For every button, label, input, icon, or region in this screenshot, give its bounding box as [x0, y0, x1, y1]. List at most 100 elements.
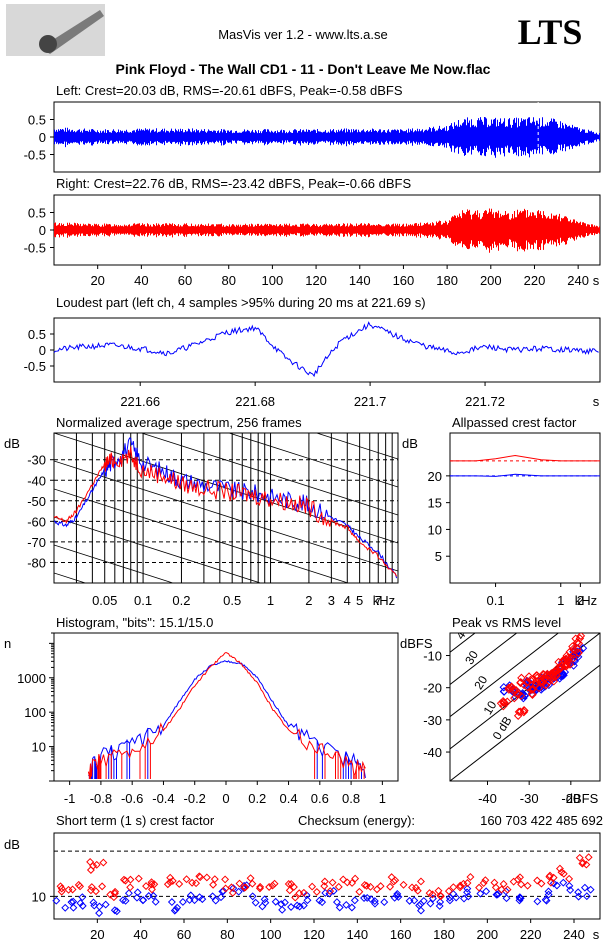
short-term-crest-point — [98, 882, 107, 891]
peak-vs-rms-plot: Peak vs RMS level dBFS 40 30 20 100 dB -10 -20 -… — [400, 615, 601, 806]
right-waveform-plot: Right: Crest=22.76 dB, RMS=-23.42 dBFS, … — [24, 176, 601, 288]
right-waveform-xtick-label: 120 — [305, 273, 327, 288]
short-term-crest-point — [61, 903, 70, 912]
short-term-crest-point — [502, 894, 511, 903]
loudest-part-xunit: s — [593, 394, 600, 409]
short-term-crest-point — [537, 879, 546, 888]
short-term-crest-point — [328, 878, 337, 887]
avg-spectrum-xtick-label: 0.1 — [134, 593, 152, 608]
right-waveform-xtick-label: 240 — [567, 273, 589, 288]
short-term-crest-point — [557, 868, 566, 877]
avg-spectrum-xtick-label: 0.5 — [223, 593, 241, 608]
avg-spectrum-xtick-label: 0.2 — [172, 593, 190, 608]
short-term-crest-point — [280, 898, 289, 907]
histogram-ytick-label: 10 — [32, 740, 46, 755]
avg-spectrum-slope-line — [54, 488, 350, 583]
short-term-crest-point — [221, 884, 230, 893]
allpassed-crest-xtick-label: 1 — [557, 593, 564, 608]
peak-vs-rms-xtick-label: -30 — [520, 791, 539, 806]
peak-vs-rms-diagonal-label: 0 dB — [490, 714, 515, 742]
avg-spectrum-frame — [53, 432, 399, 584]
short-term-crest-point — [435, 901, 444, 910]
short-term-crest-point — [542, 896, 551, 905]
short-term-crest-point — [251, 898, 260, 907]
short-term-crest-point — [291, 893, 300, 902]
short-term-crest-point — [173, 903, 182, 912]
short-term-crest-point — [493, 890, 502, 899]
right-waveform-xtick-label: 80 — [221, 273, 235, 288]
short-term-crest-point — [476, 889, 485, 898]
peak-vs-rms-point — [516, 707, 525, 717]
file-title: Pink Floyd - The Wall CD1 - 11 - Don't L… — [116, 61, 491, 77]
short-term-crest-point — [91, 887, 100, 896]
peak-vs-rms-point — [574, 639, 584, 648]
short-term-crest-point — [209, 880, 218, 889]
avg-spectrum-plot: Normalized average spectrum, 256 frames d… — [4, 415, 399, 608]
peak-vs-rms-point — [527, 685, 536, 694]
peak-vs-rms-point — [538, 678, 548, 687]
short-term-crest-point — [124, 889, 133, 898]
short-term-crest-point — [227, 883, 236, 892]
short-term-crest-point — [355, 887, 364, 896]
loudest-part-xtick-label: 221.66 — [120, 394, 160, 409]
short-term-crest-point — [575, 853, 584, 862]
short-term-crest-point — [255, 884, 264, 893]
short-term-crest-point — [121, 876, 130, 885]
peak-vs-rms-diagonal-label: 40 — [453, 623, 472, 642]
short-term-crest-xtick-label: 60 — [177, 927, 191, 942]
short-term-crest-point — [69, 903, 78, 912]
histogram-xtick-label: 0 — [222, 791, 229, 806]
short-term-crest-point — [69, 897, 78, 906]
avg-spectrum-slope-line — [54, 460, 398, 572]
short-term-crest-point — [464, 892, 473, 901]
short-term-crest-point — [121, 896, 130, 905]
avg-spectrum-ytick-label: -60 — [27, 514, 46, 529]
right-waveform-xtick-label: 40 — [134, 273, 148, 288]
short-term-crest-point — [332, 898, 341, 907]
short-term-crest-point — [343, 878, 352, 887]
short-term-crest-point — [76, 899, 85, 908]
short-term-crest-point — [87, 883, 96, 891]
short-term-crest-point — [320, 882, 329, 891]
avg-spectrum-slope-line — [227, 433, 398, 488]
avg-spectrum-ylabel: dB — [4, 436, 20, 451]
checksum-label: Checksum (energy): — [298, 813, 415, 828]
short-term-crest-point — [320, 877, 329, 886]
peak-vs-rms-point — [536, 677, 546, 687]
peak-vs-rms-point — [532, 671, 542, 680]
allpassed-crest-xtick-label: 0.1 — [487, 593, 505, 608]
short-term-crest-point — [463, 884, 472, 893]
short-term-crest-point — [99, 858, 108, 867]
short-term-crest-point — [186, 891, 195, 900]
peak-vs-rms-ytick-label: -20 — [423, 681, 442, 696]
short-term-crest-point — [78, 893, 87, 902]
short-term-crest-point — [86, 857, 95, 866]
short-term-crest-point — [89, 861, 98, 870]
avg-spectrum-series-1 — [54, 446, 398, 577]
short-term-crest-point — [479, 879, 488, 887]
peak-vs-rms-point — [569, 661, 578, 670]
short-term-crest-point — [347, 903, 356, 912]
short-term-crest-point — [410, 896, 419, 905]
short-term-crest-point — [234, 887, 243, 896]
peak-vs-rms-diagonal-label: 30 — [462, 648, 481, 667]
loudest-part-title: Loudest part (left ch, 4 samples >95% du… — [56, 295, 426, 310]
short-term-crest-point — [360, 881, 369, 889]
peak-vs-rms-point — [559, 671, 568, 680]
allpassed-crest-frame — [449, 432, 601, 584]
short-term-crest-ylabel: dB — [4, 837, 20, 852]
short-term-crest-point — [392, 891, 401, 900]
histogram-ytick-label: 100 — [24, 705, 46, 720]
histogram-xtick-label: -0.6 — [121, 791, 143, 806]
short-term-crest-point — [134, 874, 143, 883]
short-term-crest-point — [241, 883, 250, 892]
short-term-crest-point — [151, 897, 160, 906]
peak-vs-rms-diagonal-label: 10 — [481, 698, 500, 717]
histogram-xtick-label: -0.8 — [90, 791, 112, 806]
short-term-crest-xtick-label: 20 — [90, 927, 104, 942]
peak-vs-rms-point — [578, 643, 588, 653]
short-term-crest-xunit: s — [593, 927, 600, 942]
short-term-crest-point — [211, 896, 220, 905]
allpassed-crest-ytick-label: 5 — [435, 549, 442, 564]
short-term-crest-point — [586, 885, 595, 894]
